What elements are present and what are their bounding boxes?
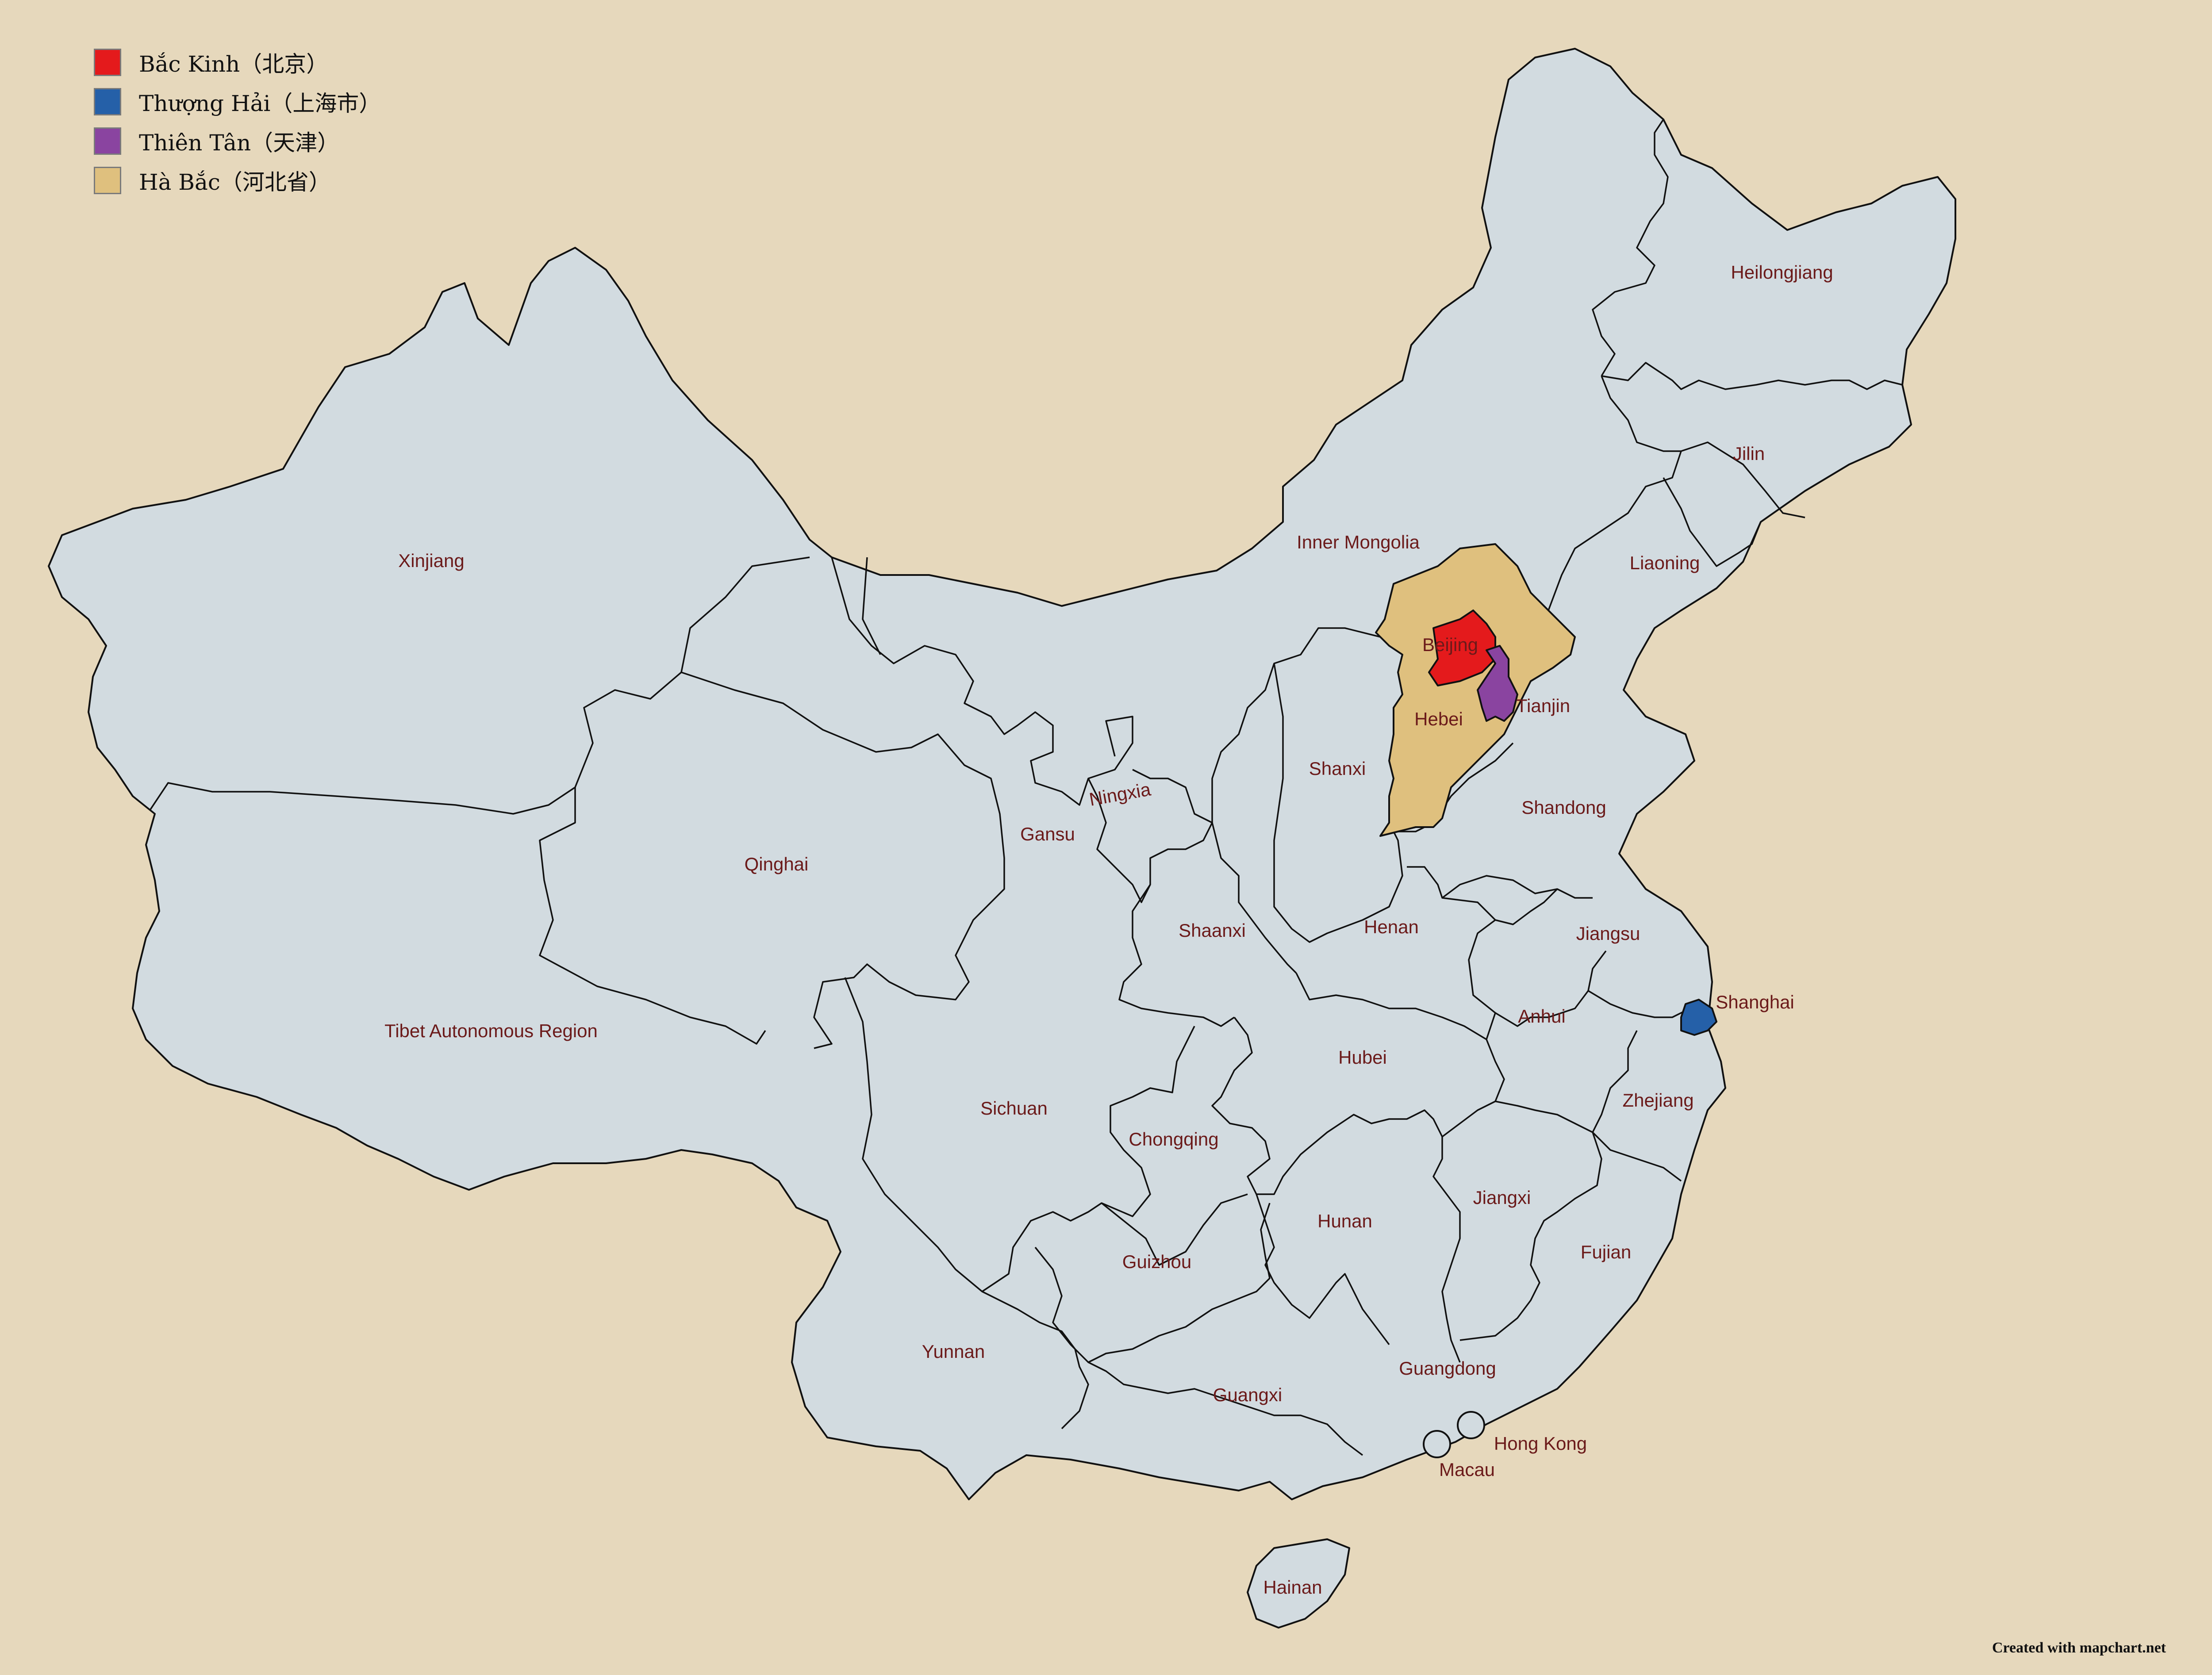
label-liaoning: Liaoning bbox=[1630, 552, 1700, 573]
label-hubei: Hubei bbox=[1338, 1047, 1387, 1068]
label-jiangsu: Jiangsu bbox=[1576, 923, 1640, 944]
label-jilin: Jilin bbox=[1733, 443, 1765, 464]
label-tibet: Tibet Autonomous Region bbox=[384, 1020, 598, 1041]
label-jiangxi: Jiangxi bbox=[1473, 1187, 1531, 1208]
legend-swatch-hebei bbox=[94, 166, 121, 194]
hong-kong-marker bbox=[1457, 1411, 1485, 1439]
label-shanghai: Shanghai bbox=[1716, 992, 1794, 1012]
china-outline bbox=[48, 48, 1956, 1500]
legend-swatch-tianjin bbox=[94, 127, 121, 155]
label-sichuan: Sichuan bbox=[980, 1098, 1048, 1119]
label-tianjin: Tianjin bbox=[1516, 695, 1570, 716]
legend: Bắc Kinh（北京） Thượng Hải（上海市） Thiên Tân（天… bbox=[94, 42, 381, 200]
label-yunnan: Yunnan bbox=[922, 1341, 985, 1362]
legend-label-beijing: Bắc Kinh（北京） bbox=[139, 51, 329, 77]
label-hong-kong: Hong Kong bbox=[1494, 1433, 1587, 1454]
credit-text: Created with mapchart.net bbox=[1992, 1640, 2166, 1656]
label-chongqing: Chongqing bbox=[1129, 1129, 1218, 1150]
label-shanxi: Shanxi bbox=[1309, 758, 1366, 779]
label-heilongjiang: Heilongjiang bbox=[1731, 262, 1833, 283]
shanghai-region bbox=[1680, 999, 1717, 1036]
label-hebei: Hebei bbox=[1414, 709, 1463, 729]
label-hunan: Hunan bbox=[1317, 1211, 1372, 1231]
legend-item-tianjin: Thiên Tân（天津） bbox=[94, 121, 381, 161]
legend-label-hebei: Hà Bắc（河北省） bbox=[139, 169, 331, 195]
label-zhejiang: Zhejiang bbox=[1622, 1090, 1694, 1111]
label-inner-mongolia: Inner Mongolia bbox=[1297, 532, 1420, 552]
legend-label-shanghai: Thượng Hải（上海市） bbox=[139, 90, 381, 116]
legend-item-hebei: Hà Bắc（河北省） bbox=[94, 161, 381, 200]
hebei-region bbox=[1375, 543, 1576, 837]
label-hainan: Hainan bbox=[1263, 1577, 1322, 1598]
hainan-island bbox=[1247, 1538, 1350, 1629]
label-anhui: Anhui bbox=[1518, 1006, 1565, 1027]
region-labels: Xinjiang Tibet Autonomous Region Qinghai… bbox=[384, 262, 1833, 1598]
legend-label-tianjin: Thiên Tân（天津） bbox=[139, 130, 340, 156]
legend-item-beijing: Bắc Kinh（北京） bbox=[94, 42, 381, 82]
label-fujian: Fujian bbox=[1581, 1242, 1631, 1262]
legend-item-shanghai: Thượng Hải（上海市） bbox=[94, 82, 381, 121]
label-gansu: Gansu bbox=[1020, 824, 1075, 844]
beijing-region bbox=[1428, 609, 1496, 686]
label-henan: Henan bbox=[1364, 916, 1419, 937]
label-guangxi: Guangxi bbox=[1213, 1384, 1282, 1405]
label-guizhou: Guizhou bbox=[1122, 1251, 1191, 1272]
label-qinghai: Qinghai bbox=[745, 854, 809, 874]
legend-swatch-shanghai bbox=[94, 88, 121, 115]
label-shaanxi: Shaanxi bbox=[1179, 920, 1246, 941]
label-beijing: Beijing bbox=[1422, 634, 1478, 655]
label-shandong: Shandong bbox=[1521, 797, 1606, 818]
label-guangdong: Guangdong bbox=[1399, 1358, 1496, 1379]
label-xinjiang: Xinjiang bbox=[398, 550, 464, 571]
legend-swatch-beijing bbox=[94, 48, 121, 76]
tianjin-region bbox=[1477, 645, 1518, 722]
province-borders bbox=[150, 119, 1903, 1456]
macau-marker bbox=[1423, 1430, 1451, 1458]
label-macau: Macau bbox=[1439, 1459, 1495, 1480]
